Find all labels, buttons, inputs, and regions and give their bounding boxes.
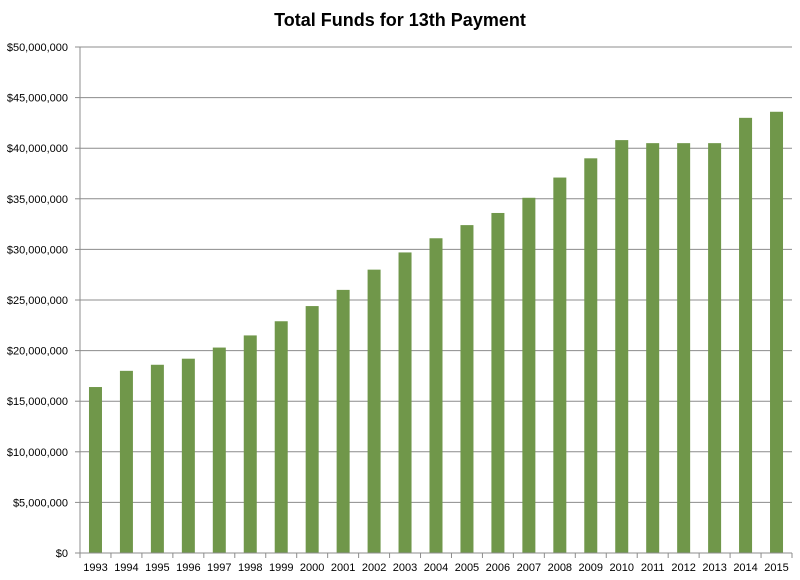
x-tick-label: 1999 [269,562,293,574]
bars [88,111,784,554]
bar [119,370,133,553]
bar [491,212,505,553]
x-tick-label: 2015 [764,562,788,574]
y-tick-label: $40,000,000 [7,143,68,155]
x-tick-label: 2011 [641,562,665,574]
x-tick-label: 2014 [733,562,757,574]
bar [336,289,350,553]
y-tick-label: $35,000,000 [7,194,68,206]
x-tick-label: 2003 [393,562,417,574]
x-tick-label: 1993 [83,562,107,574]
y-tick-label: $5,000,000 [13,497,68,509]
bar [584,158,598,553]
x-tick-label: 2005 [455,562,479,574]
bar [770,111,784,554]
x-tick-label: 2000 [300,562,324,574]
x-tick-label: 2006 [486,562,510,574]
bar [553,177,567,554]
y-tick-label: $10,000,000 [7,447,68,459]
y-tick-label: $25,000,000 [7,295,68,307]
y-tick-label: $45,000,000 [7,93,68,105]
bar [708,143,722,553]
bar [212,347,226,553]
y-tick-label: $15,000,000 [7,396,68,408]
x-tick-label: 2001 [331,562,355,574]
x-tick-label: 2009 [579,562,603,574]
x-tick-label: 1995 [145,562,169,574]
bar [150,364,164,553]
bar [181,358,195,553]
bar [677,143,691,553]
x-tick-label: 2007 [517,562,541,574]
bar [615,140,629,553]
bar [522,197,536,554]
bar [274,321,288,553]
bar [88,387,102,553]
x-tick-label: 2008 [548,562,572,574]
y-tick-label: $20,000,000 [7,346,68,358]
bar [243,335,257,553]
bar [739,117,753,553]
x-tick-label: 1996 [176,562,200,574]
y-tick-label: $0 [56,548,68,560]
x-axis-tick-labels: 1993 1994 1995 1996 1997 1998 1999 2000 2001 2002… [83,562,789,574]
bar [429,238,443,553]
x-tick-label: 2012 [671,562,695,574]
axes [75,46,793,558]
x-tick-label: 1998 [238,562,262,574]
x-tick-label: 1997 [207,562,231,574]
x-tick-label: 2002 [362,562,386,574]
y-tick-label: $30,000,000 [7,244,68,256]
x-tick-label: 2013 [702,562,726,574]
bar [646,143,660,553]
y-tick-label: $50,000,000 [7,42,68,54]
chart-title: Total Funds for 13th Payment [274,10,526,30]
bar [460,225,474,554]
x-tick-label: 2004 [424,562,448,574]
y-axis-tick-labels: $0 $5,000,000 $10,000,000 $15,000,000 $20,00… [7,42,68,560]
bar [367,269,381,553]
bar [305,306,319,553]
x-tick-label: 1994 [114,562,138,574]
x-tick-label: 2010 [609,562,633,574]
bar [398,252,412,553]
